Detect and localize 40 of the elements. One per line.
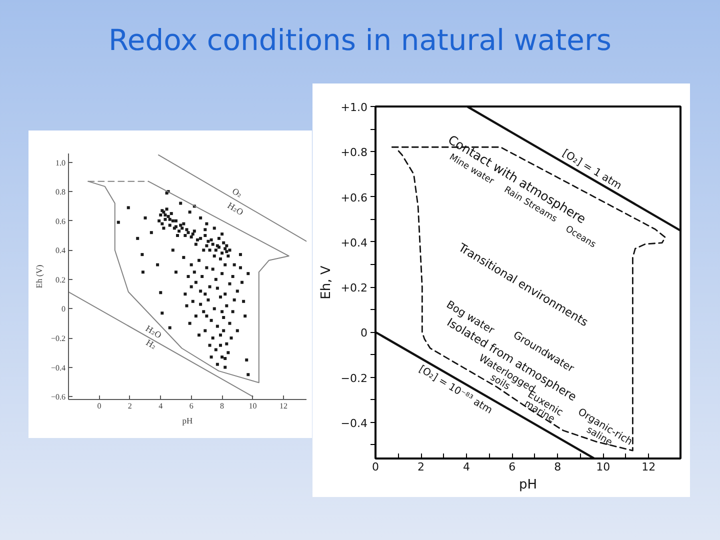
x-tick-label: 8 (554, 460, 562, 474)
x-tick-label: 8 (220, 402, 224, 410)
annotation: O₂ (230, 186, 244, 200)
y-tick-label: −0.2 (340, 372, 368, 385)
y-tick-label: 0.6 (56, 216, 66, 226)
y-tick-label: −0.6 (50, 392, 66, 402)
x-tick-label: 12 (642, 460, 656, 474)
chart-title: Redox conditions in natural waters (108, 22, 612, 59)
x-tick-label: 10 (596, 460, 610, 474)
x-tick-label: 2 (128, 402, 132, 410)
y-tick-label: −0.4 (50, 363, 66, 372)
y-tick-label: −0.4 (340, 416, 368, 430)
x-tick-label: 6 (508, 460, 516, 474)
y-tick-label: +0.2 (340, 282, 368, 295)
y-tick-label: 0 (360, 326, 368, 340)
x-tick-label: 10 (248, 402, 257, 410)
x-tick-label: 4 (158, 402, 163, 410)
y-tick-label: +0.8 (340, 146, 368, 160)
y-tick-label: 0.8 (56, 188, 66, 197)
y-tick-label: +1.0 (340, 101, 368, 114)
y-tick-label: 1.0 (56, 158, 66, 168)
x-tick-label: 6 (189, 402, 194, 410)
x-axis-title: pH (518, 478, 538, 492)
y-tick-label: 0 (62, 304, 66, 314)
y-tick-label: 0.4 (56, 246, 66, 256)
y-axis-title: Eh (V) (34, 264, 44, 288)
y-tick-label: +0.6 (340, 191, 368, 204)
annotation: H₂ (144, 338, 158, 352)
x-tick-label: 0 (372, 460, 379, 474)
y-tick-label: −0.2 (50, 334, 66, 343)
y-tick-label: +0.4 (340, 236, 368, 250)
y-axis-title: Eh, V (318, 266, 334, 300)
y-tick-label: 0.2 (56, 275, 66, 284)
annotation: H₂O (226, 201, 246, 218)
x-tick-label: 2 (418, 460, 425, 474)
annotation: H₂O (144, 324, 164, 340)
x-axis-title: pH (182, 416, 193, 426)
x-tick-label: 4 (463, 460, 470, 474)
x-tick-label: 0 (97, 402, 102, 410)
x-tick-label: 12 (279, 402, 288, 410)
